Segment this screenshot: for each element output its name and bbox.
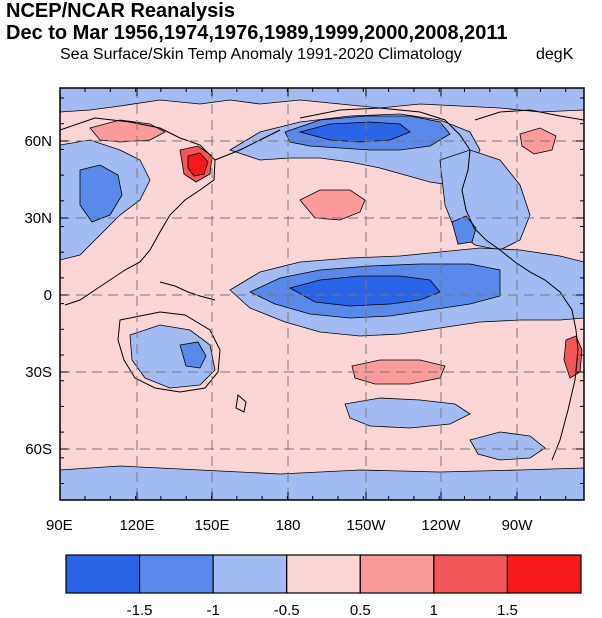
cold-anomaly-southern-ocean — [344, 397, 471, 429]
lat-tick-label: 60S — [25, 441, 52, 458]
colorbar-swatch — [212, 554, 288, 594]
warm-anomaly-japan-core — [187, 152, 209, 177]
longitude-axis: 90E 120E 150E 180 150W 120W 90W — [46, 88, 567, 534]
colorbar-label: -0.5 — [274, 602, 300, 618]
colorbar-label: 1 — [430, 602, 438, 618]
map-plot-area — [60, 88, 584, 500]
colorbar-swatch — [65, 554, 141, 594]
lat-tick-label: 30S — [25, 364, 52, 381]
lon-tick-label: 120W — [421, 517, 461, 534]
cold-anomaly-south-east — [469, 431, 546, 461]
map-frame — [59, 87, 585, 501]
cold-anomaly-gulf — [451, 215, 477, 245]
lon-tick-label: 180 — [275, 517, 300, 534]
cold-anomaly-far-south — [60, 465, 584, 500]
map-title: NCEP/NCAR Reanalysis — [6, 0, 235, 22]
colorbar-swatch — [286, 554, 361, 594]
colorbar — [65, 554, 582, 594]
lon-tick-label: 150E — [194, 517, 229, 534]
lat-tick-label: 30N — [24, 210, 52, 227]
colorbar-label: -1.5 — [127, 602, 153, 618]
colorbar-label: 1.5 — [497, 602, 518, 618]
colorbar-label: 0.5 — [350, 602, 371, 618]
colorbar-swatch — [433, 554, 509, 594]
lon-tick-label: 150W — [346, 517, 386, 534]
colorbar-swatch — [506, 554, 582, 594]
colorbar-labels: -1.5 -1 -0.5 0.5 1 1.5 — [127, 602, 518, 618]
lat-tick-label: 0 — [44, 287, 52, 304]
cold-anomaly-asia-core — [79, 164, 123, 223]
variable-subtitle: Sea Surface/Skin Temp Anomaly 1991-2020 … — [60, 46, 462, 63]
cold-anomaly-equatorial-core — [288, 275, 441, 307]
map-gridlines — [60, 88, 584, 500]
colorbar-label: -1 — [206, 602, 219, 618]
units-label: degK — [536, 46, 574, 63]
cold-anomaly-australia-core — [179, 341, 207, 369]
cold-anomaly-arctic — [60, 88, 584, 113]
lon-tick-label: 90W — [502, 517, 534, 534]
coastlines — [60, 107, 584, 461]
warm-anomaly-north-atlantic — [519, 127, 557, 155]
lat-tick-label: 60N — [24, 133, 52, 150]
map-period-title: Dec to Mar 1956,1974,1976,1989,1999,2000… — [6, 22, 508, 44]
colorbar-swatch — [359, 554, 435, 594]
colorbar-swatch — [138, 554, 214, 594]
lon-tick-label: 120E — [119, 517, 154, 534]
latitude-axis: 60N 30N 0 30S 60S — [24, 97, 584, 484]
lon-tick-label: 90E — [46, 517, 73, 534]
